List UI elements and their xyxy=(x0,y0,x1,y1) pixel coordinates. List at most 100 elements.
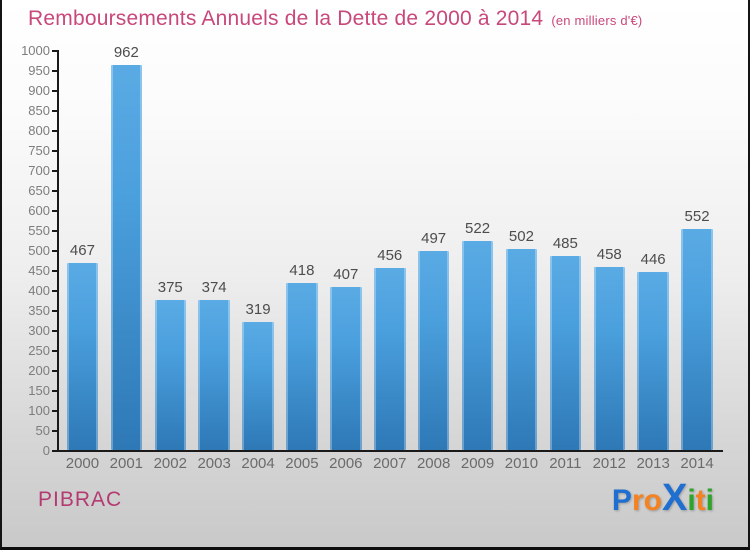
bar xyxy=(330,287,362,450)
bar-value-label: 374 xyxy=(201,279,227,297)
logo-letter: t xyxy=(695,484,706,517)
bar xyxy=(593,266,625,450)
x-tick-label: 2012 xyxy=(592,455,626,472)
y-tick-mark xyxy=(52,310,58,312)
x-tick-label: 2000 xyxy=(65,455,100,472)
y-tick-mark xyxy=(52,210,58,212)
y-tick-mark xyxy=(52,390,58,392)
x-tick-label: 2008 xyxy=(416,455,451,472)
bar-value-label: 458 xyxy=(596,245,622,263)
y-tick-label: 700 xyxy=(28,163,50,178)
y-tick-label: 850 xyxy=(28,103,50,118)
bar xyxy=(154,300,186,450)
y-tick-label: 250 xyxy=(28,343,50,358)
x-tick-label: 2009 xyxy=(460,455,495,472)
bar-value-label: 446 xyxy=(640,250,666,268)
logo-letter: i xyxy=(687,484,696,517)
x-tick-label: 2002 xyxy=(153,455,187,472)
bar-value-label: 418 xyxy=(289,261,315,279)
y-tick-mark xyxy=(52,430,58,432)
y-tick-label: 0 xyxy=(42,443,50,458)
x-tick-label: 2001 xyxy=(109,455,144,472)
y-tick-label: 800 xyxy=(28,123,50,138)
logo-letter: o xyxy=(643,484,662,517)
bar-value-label: 407 xyxy=(333,266,359,284)
y-axis-line xyxy=(57,50,59,450)
bar xyxy=(66,263,99,450)
y-tick-label: 950 xyxy=(28,63,50,78)
y-tick-label: 300 xyxy=(28,323,50,338)
y-tick-mark xyxy=(52,70,58,72)
y-tick-label: 500 xyxy=(28,243,50,258)
logo-letter: P xyxy=(611,484,632,517)
bar xyxy=(286,282,318,450)
y-tick-label: 600 xyxy=(28,203,50,218)
y-tick-mark xyxy=(52,370,58,372)
bar-value-label: 497 xyxy=(421,230,447,248)
bar-value-label: 467 xyxy=(69,242,95,260)
y-tick-mark xyxy=(52,230,58,232)
x-tick-label: 2014 xyxy=(680,455,714,472)
bar-value-label: 552 xyxy=(684,208,710,226)
y-tick-mark xyxy=(52,130,58,132)
y-tick-mark xyxy=(52,290,58,292)
bar xyxy=(505,249,538,450)
bar-value-label: 456 xyxy=(377,246,403,264)
x-axis-line xyxy=(57,450,723,452)
y-tick-label: 650 xyxy=(28,183,50,198)
bar-value-label: 502 xyxy=(508,228,534,246)
x-tick-label: 2013 xyxy=(636,455,670,472)
y-tick-label: 350 xyxy=(28,303,50,318)
y-tick-mark xyxy=(52,270,58,272)
x-tick-label: 2005 xyxy=(285,455,319,472)
bar xyxy=(637,271,669,450)
bar xyxy=(110,65,143,450)
y-tick-mark xyxy=(52,150,58,152)
y-tick-mark xyxy=(52,450,58,452)
y-tick-label: 900 xyxy=(28,83,50,98)
x-tick-label: 2003 xyxy=(197,455,231,472)
y-tick-label: 450 xyxy=(28,263,50,278)
bar xyxy=(198,300,230,450)
y-tick-mark xyxy=(52,250,58,252)
bar-value-label: 962 xyxy=(113,44,139,62)
y-tick-label: 750 xyxy=(28,143,50,158)
bar xyxy=(549,256,582,450)
y-tick-label: 1000 xyxy=(21,43,50,58)
bar-value-label: 485 xyxy=(552,235,578,252)
x-tick-label: 2011 xyxy=(549,455,582,472)
y-tick-label: 200 xyxy=(28,363,50,378)
logo-letter: X xyxy=(661,477,688,519)
bar xyxy=(242,322,274,450)
municipality-label: PIBRAC xyxy=(38,488,123,511)
y-tick-label: 50 xyxy=(35,423,50,438)
y-tick-mark xyxy=(52,90,58,92)
y-tick-mark xyxy=(52,110,58,112)
y-tick-label: 550 xyxy=(28,223,50,238)
chart-title-text: Remboursements Annuels de la Dette de 20… xyxy=(28,7,544,30)
chart-title: Remboursements Annuels de la Dette de 20… xyxy=(28,7,642,31)
y-tick-mark xyxy=(52,330,58,332)
y-tick-mark xyxy=(52,350,58,352)
bar xyxy=(417,251,450,450)
y-tick-label: 150 xyxy=(28,383,50,398)
x-tick-label: 2004 xyxy=(241,455,275,472)
logo-letter: r xyxy=(631,484,644,517)
bar-value-label: 375 xyxy=(157,279,183,296)
y-tick-mark xyxy=(52,50,58,52)
y-tick-label: 400 xyxy=(28,283,50,298)
bar-value-label: 319 xyxy=(245,301,271,319)
y-tick-mark xyxy=(52,410,58,412)
bar-value-label: 522 xyxy=(465,220,491,238)
bar xyxy=(461,241,494,450)
chart-subtitle: (en milliers d'€) xyxy=(551,13,643,28)
y-tick-mark xyxy=(52,170,58,172)
bar xyxy=(374,267,406,450)
y-tick-mark xyxy=(52,190,58,192)
x-tick-label: 2006 xyxy=(329,455,363,472)
logo-letter: i xyxy=(705,484,714,517)
y-tick-label: 100 xyxy=(28,403,50,418)
bar xyxy=(681,229,713,450)
